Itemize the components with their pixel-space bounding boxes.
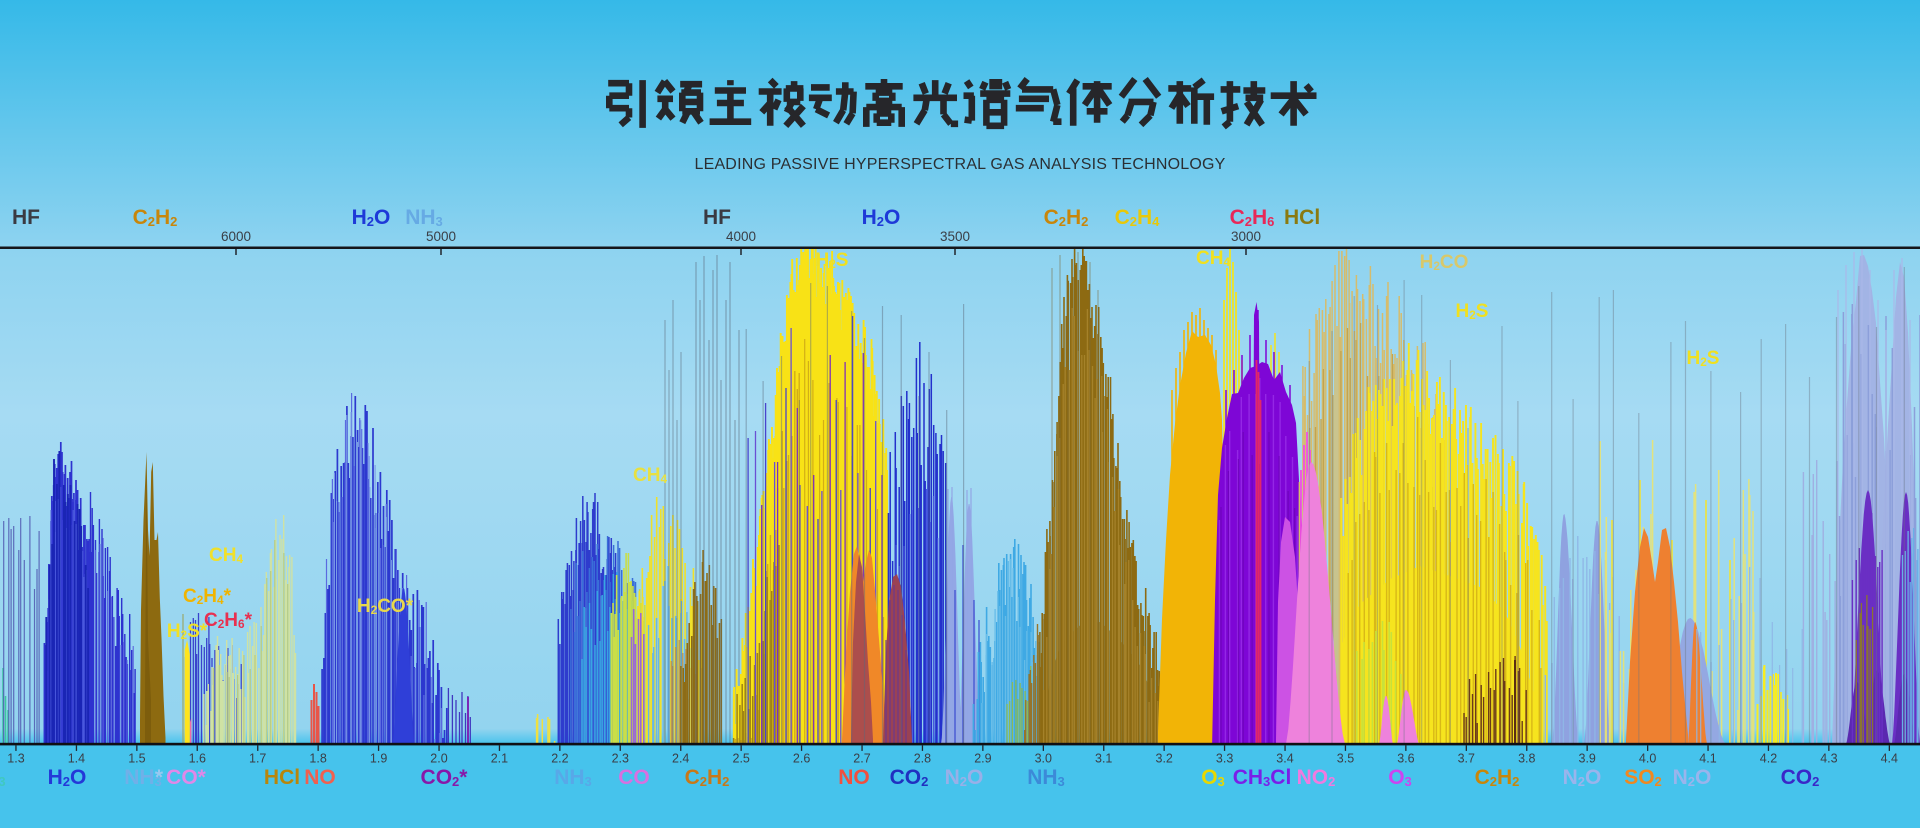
svg-text:2.2: 2.2: [551, 752, 568, 766]
svg-text:4.2: 4.2: [1760, 752, 1777, 766]
svg-text:C2H4: C2H4: [1115, 206, 1161, 229]
svg-text:CH3Cl: CH3Cl: [1233, 766, 1292, 789]
svg-text:1.9: 1.9: [370, 752, 387, 766]
svg-text:3000: 3000: [1231, 229, 1261, 244]
svg-text:N2O: N2O: [1563, 766, 1602, 789]
svg-text:2.7: 2.7: [853, 752, 870, 766]
svg-text:3.1: 3.1: [1095, 752, 1112, 766]
svg-text:HCl: HCl: [264, 766, 300, 789]
svg-text:2.4: 2.4: [672, 752, 689, 766]
svg-text:H2S: H2S: [1687, 348, 1720, 369]
svg-text:O3: O3: [1201, 766, 1225, 789]
svg-text:6000: 6000: [221, 229, 251, 244]
svg-text:C2H2: C2H2: [685, 766, 730, 789]
svg-text:O3: O3: [1388, 766, 1412, 789]
svg-text:3500: 3500: [940, 229, 970, 244]
svg-text:2.6: 2.6: [793, 752, 810, 766]
svg-text:CO2: CO2: [890, 766, 929, 789]
svg-text:1.8: 1.8: [309, 752, 326, 766]
svg-text:3.8: 3.8: [1518, 752, 1535, 766]
svg-text:1.5: 1.5: [128, 752, 145, 766]
svg-text:1.6: 1.6: [189, 752, 206, 766]
svg-text:3.6: 3.6: [1397, 752, 1414, 766]
svg-text:*: *: [155, 766, 164, 789]
svg-text:3.3: 3.3: [1216, 752, 1233, 766]
svg-text:3.2: 3.2: [1156, 752, 1173, 766]
svg-text:CH4: CH4: [633, 465, 667, 486]
svg-text:CO*: CO*: [166, 766, 207, 789]
svg-text:C2H6: C2H6: [1230, 206, 1275, 229]
svg-text:H2CO*: H2CO*: [357, 596, 414, 617]
svg-text:HF: HF: [12, 206, 40, 229]
svg-text:4.1: 4.1: [1699, 752, 1716, 766]
svg-text:2.8: 2.8: [914, 752, 931, 766]
svg-text:NH3: NH3: [554, 766, 592, 789]
svg-text:3.5: 3.5: [1337, 752, 1354, 766]
svg-text:1.4: 1.4: [68, 752, 85, 766]
svg-text:H2O: H2O: [862, 206, 901, 229]
svg-text:2.1: 2.1: [491, 752, 508, 766]
svg-text:2.3: 2.3: [612, 752, 629, 766]
svg-text:1.3: 1.3: [7, 752, 24, 766]
svg-text:N2O: N2O: [945, 766, 984, 789]
svg-text:HF: HF: [703, 206, 731, 229]
svg-text:3.0: 3.0: [1035, 752, 1052, 766]
svg-text:NH3: NH3: [405, 206, 443, 229]
svg-text:2.9: 2.9: [974, 752, 991, 766]
svg-text:CH4: CH4: [209, 545, 243, 566]
svg-text:3: 3: [0, 774, 6, 789]
svg-text:H2S: H2S: [1456, 301, 1489, 322]
svg-text:H2O: H2O: [352, 206, 391, 229]
svg-text:CO2*: CO2*: [421, 766, 469, 789]
svg-text:C2H4*: C2H4*: [183, 586, 232, 607]
svg-text:C2H2: C2H2: [1044, 206, 1089, 229]
svg-text:C2H6*: C2H6*: [204, 610, 253, 631]
svg-text:4000: 4000: [726, 229, 756, 244]
svg-text:NH3: NH3: [124, 766, 162, 789]
svg-text:C2H2: C2H2: [1475, 766, 1520, 789]
svg-text:4.0: 4.0: [1639, 752, 1656, 766]
svg-text:2.5: 2.5: [733, 752, 750, 766]
svg-text:NO: NO: [838, 766, 870, 789]
svg-text:H2S: H2S: [816, 250, 849, 271]
svg-text:5000: 5000: [426, 229, 456, 244]
svg-text:4.4: 4.4: [1881, 752, 1898, 766]
svg-text:H2S*: H2S*: [167, 621, 208, 642]
svg-text:3.9: 3.9: [1579, 752, 1596, 766]
svg-text:HCl: HCl: [1284, 206, 1320, 229]
svg-text:3.7: 3.7: [1458, 752, 1475, 766]
svg-text:SO2: SO2: [1624, 766, 1662, 789]
svg-text:NO2: NO2: [1297, 766, 1336, 789]
svg-text:CO: CO: [618, 766, 650, 789]
svg-text:4.3: 4.3: [1820, 752, 1837, 766]
svg-text:N2O: N2O: [1673, 766, 1712, 789]
svg-text:CH4: CH4: [1196, 248, 1230, 269]
svg-text:NO: NO: [304, 766, 336, 789]
svg-text:NH3: NH3: [1027, 766, 1065, 789]
svg-text:LEADING PASSIVE HYPERSPECTRAL: LEADING PASSIVE HYPERSPECTRAL GAS ANALYS…: [694, 156, 1225, 173]
svg-text:CO2: CO2: [1781, 766, 1820, 789]
svg-text:H2CO: H2CO: [1420, 252, 1469, 273]
svg-text:3.4: 3.4: [1276, 752, 1293, 766]
svg-text:H2O: H2O: [48, 766, 87, 789]
svg-text:1.7: 1.7: [249, 752, 266, 766]
svg-text:C2H2: C2H2: [133, 206, 178, 229]
svg-text:2.0: 2.0: [430, 752, 447, 766]
